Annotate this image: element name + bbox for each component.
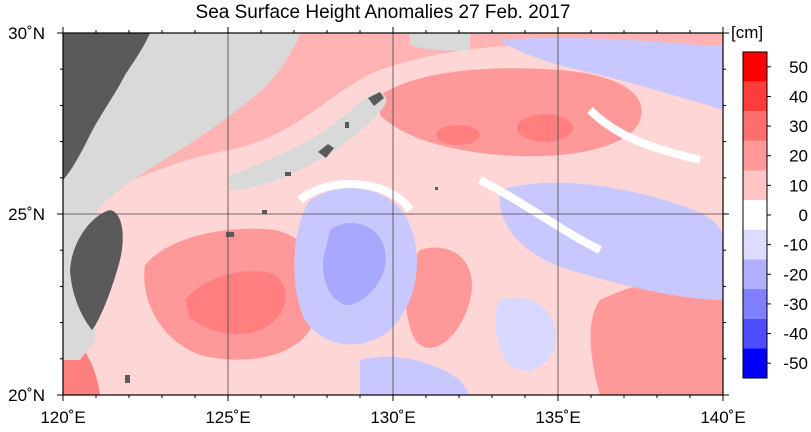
anomaly-positive-core-1: [436, 125, 480, 145]
colorbar-tick-label: 20: [789, 147, 808, 166]
colorbar-tick-label: 50: [789, 58, 808, 77]
colorbar-bin: [743, 52, 767, 82]
colorbar-tick-label: -40: [783, 325, 808, 344]
colorbar-tick-label: 0: [799, 206, 808, 225]
colorbar-tick-label: 30: [789, 117, 808, 136]
colorbar-bin: [743, 229, 767, 260]
colorbar-bin: [743, 348, 767, 378]
graticule: [63, 33, 723, 395]
anomaly-positive-southeast: [590, 276, 723, 395]
lon-tick-label: 125˚E: [205, 408, 250, 427]
colorbar-bin: [743, 289, 767, 319]
colorbar-bin: [743, 318, 767, 349]
lat-tick-label: 20˚N: [8, 386, 45, 405]
colorbar-unit-label: [cm]: [731, 23, 763, 42]
colorbar-tick-label: -20: [783, 265, 808, 284]
colorbar-tick-label: 10: [789, 176, 808, 195]
colorbar-bin: [743, 200, 767, 230]
lat-tick-label: 25˚N: [8, 205, 45, 224]
colorbar-bin: [743, 170, 767, 201]
map-frame-ticks: [57, 27, 729, 401]
anomaly-positive-southwest-core: [185, 271, 286, 335]
colorbar-tick-label: -10: [783, 236, 808, 255]
anomaly-negative-south: [360, 356, 470, 395]
no-data-mask-northeast: [410, 33, 470, 51]
anomaly-negative-southcenter: [495, 297, 556, 371]
no-data-mask-ryukyu: [230, 93, 387, 190]
anomaly-negative-center-core: [322, 222, 386, 305]
lon-tick-label: 135˚E: [535, 408, 580, 427]
anomaly-negative-east: [499, 182, 723, 300]
map-panel: [63, 33, 723, 395]
map-title: Sea Surface Height Anomalies 27 Feb. 201…: [196, 2, 571, 23]
anomaly-zero-band: [297, 107, 701, 254]
colorbar-bin: [743, 140, 767, 171]
colorbar-tick-labels: 50 40 30 20 10 0 -10 -20 -30 -40 -50: [783, 58, 808, 373]
anomaly-positive-core-2: [517, 114, 573, 142]
colorbar-bin: [743, 81, 767, 112]
colorbar-tick-label: -30: [783, 295, 808, 314]
colorbar: [742, 51, 771, 379]
latitude-axis-labels: 30˚N 25˚N 20˚N: [8, 24, 45, 405]
anomaly-negative-northeast: [500, 37, 723, 110]
anomaly-positive-south-center: [405, 247, 472, 348]
colorbar-tick-label: -50: [783, 354, 808, 373]
land-china: [63, 33, 150, 180]
lat-tick-label: 30˚N: [8, 24, 45, 43]
colorbar-bin: [743, 111, 767, 141]
lon-tick-label: 130˚E: [370, 408, 415, 427]
longitude-axis-labels: 120˚E 125˚E 130˚E 135˚E 140˚E: [40, 408, 745, 427]
lon-tick-label: 120˚E: [40, 408, 85, 427]
colorbar-tick-label: 40: [789, 87, 808, 106]
land-ryukyu-islands: [125, 92, 438, 383]
colorbar-bin: [743, 259, 767, 290]
land-taiwan: [70, 210, 123, 330]
lon-tick-label: 140˚E: [700, 408, 745, 427]
